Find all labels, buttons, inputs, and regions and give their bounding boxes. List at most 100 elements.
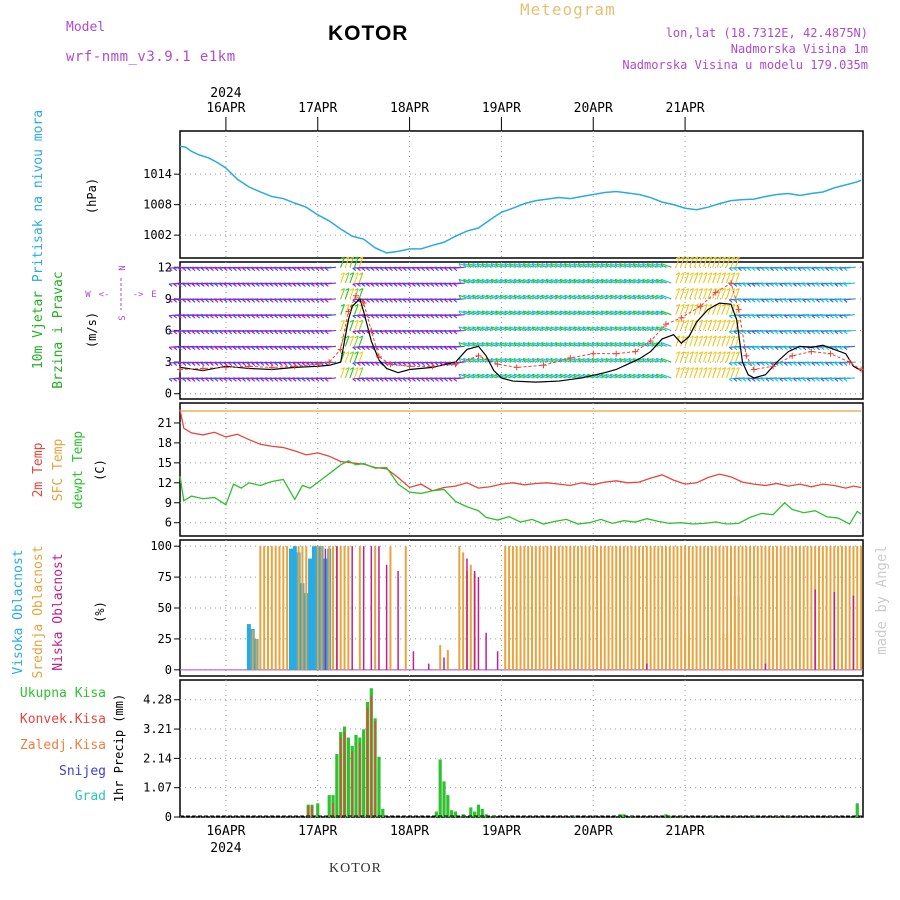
wind-barb-flag xyxy=(703,272,708,276)
wind-barb-flag xyxy=(508,358,512,363)
wind-barb-flag xyxy=(694,272,699,276)
wind-barb-flag xyxy=(742,299,747,303)
wind-barb-flag xyxy=(173,378,178,382)
wind-barb-flag xyxy=(756,378,761,382)
wind-barb-flag xyxy=(260,331,265,335)
wind-barb-flag xyxy=(345,367,350,370)
wind-barb-flag xyxy=(559,310,563,315)
wind-barb-flag xyxy=(315,299,320,303)
wind-barb-flag xyxy=(843,378,848,382)
wind-barb-flag xyxy=(660,263,664,268)
wind-barb-flag xyxy=(320,267,325,272)
wind-barb-flag xyxy=(747,346,752,351)
wind-barb-flag xyxy=(370,346,375,351)
wind-barb xyxy=(702,288,708,300)
wind-barb-flag xyxy=(779,378,784,382)
wind-barb-flag xyxy=(255,299,260,303)
wind-barb xyxy=(712,351,717,363)
wind-barb-flag xyxy=(793,378,798,382)
wind-barb-flag xyxy=(756,331,761,335)
wind-barb-flag xyxy=(694,351,699,355)
wind-ytick-label: 3 xyxy=(165,355,172,369)
wind-barb-flag xyxy=(375,346,380,351)
wind-ytick-label: 9 xyxy=(165,292,172,306)
wind-barb-flag xyxy=(354,319,359,323)
wind-barb-flag xyxy=(352,362,357,366)
wind-barb-flag xyxy=(685,367,690,370)
precip-total-bar xyxy=(327,795,331,817)
wind-barb-flag xyxy=(820,346,825,351)
wind-barb-flag xyxy=(375,331,380,335)
wind-barb-flag xyxy=(439,299,444,303)
temperature-ytick-label: 21 xyxy=(158,416,172,430)
precip-legend-item: Snijeg xyxy=(59,764,106,779)
wind-barb-flag xyxy=(712,319,717,323)
wind-barb-flag xyxy=(816,362,820,366)
wind-barb-flag xyxy=(628,279,632,284)
wind-barb-flag xyxy=(751,283,756,287)
wind-barb-flag xyxy=(577,326,581,331)
wind-barb xyxy=(358,367,364,379)
wind-barb-flag xyxy=(816,378,820,382)
precip-total-bar xyxy=(438,759,442,817)
wind-barb-flag xyxy=(205,299,210,303)
wind-barb-flag xyxy=(361,283,366,287)
wind-barb-flag xyxy=(536,294,540,299)
wind-barb-flag xyxy=(761,331,765,335)
wind-barb-flag xyxy=(568,326,572,331)
wind-barb-flag xyxy=(651,326,655,331)
wind-barb-flag xyxy=(255,346,260,351)
wind-barb-flag xyxy=(756,362,761,366)
wind-barb-flag xyxy=(182,315,187,319)
wind-barb-flag xyxy=(375,283,380,287)
wind-barb xyxy=(684,351,690,363)
wind-barb-flag xyxy=(651,279,655,284)
wind-barb-flag xyxy=(550,310,554,315)
wind-barb-flag xyxy=(628,342,632,347)
precip-conv-bar xyxy=(311,806,313,817)
wind-barb-flag xyxy=(839,362,843,366)
wind-barb-flag xyxy=(573,326,577,331)
wind-barb-flag xyxy=(825,331,830,335)
wind-barb-flag xyxy=(398,346,403,351)
wind-barb-flag xyxy=(712,351,717,355)
precip-total-bar xyxy=(377,756,381,817)
wind-barb-flag xyxy=(255,378,260,382)
wind-barb-flag xyxy=(435,331,439,335)
wind-barb-flag xyxy=(356,283,361,287)
wind-barb-flag xyxy=(577,342,581,347)
wind-barb-flag xyxy=(632,263,636,268)
wind-barb xyxy=(725,335,731,347)
wind-barb-flag xyxy=(439,315,444,319)
wind-barb-flag xyxy=(407,299,412,303)
wind-barb xyxy=(730,256,736,268)
wind-barb-flag xyxy=(829,299,834,303)
wind-barb-flag xyxy=(182,362,187,366)
wind-barb-flag xyxy=(751,346,756,351)
wind-barb-flag xyxy=(770,267,775,272)
wind-barb-flag xyxy=(435,283,439,287)
wind-barb-flag xyxy=(182,331,187,335)
wind-barb-flag xyxy=(499,326,503,331)
wind-barb-flag xyxy=(564,310,567,315)
wind-barb-flag xyxy=(398,267,403,272)
wind-barb-flag xyxy=(187,299,191,303)
precip-total-bar xyxy=(434,811,438,817)
wind-barb-flag xyxy=(444,378,449,382)
wind-barb-flag xyxy=(223,299,228,303)
wind-barb-flag xyxy=(680,335,685,339)
wind-barb-flag xyxy=(274,299,279,303)
compass-e: E xyxy=(151,290,156,300)
wind-barb xyxy=(725,272,731,284)
wind-barb-flag xyxy=(320,331,325,335)
wind-barb xyxy=(660,294,672,300)
wind-barb-flag xyxy=(398,283,403,287)
wind-barb-flag xyxy=(458,279,462,284)
wind-barb-flag xyxy=(614,294,618,299)
wind-barb-flag xyxy=(642,294,645,299)
wind-barb-flag xyxy=(508,310,512,315)
wind-barb-flag xyxy=(448,331,453,335)
wind-barb-flag xyxy=(499,310,503,315)
wind-barb xyxy=(684,304,690,315)
bottom-time-label: 17APR xyxy=(298,824,337,839)
